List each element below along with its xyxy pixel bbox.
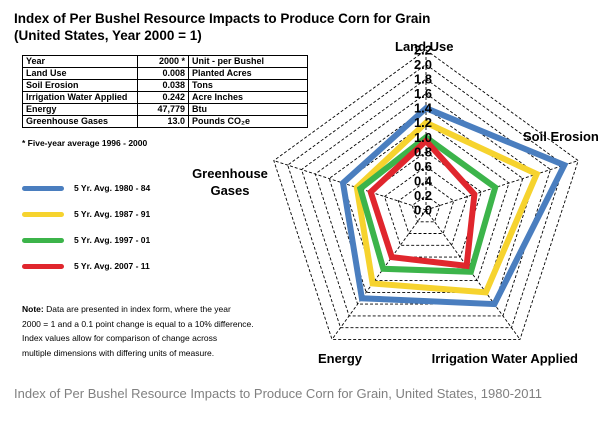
note-line-2: 2000 = 1 and a 0.1 point change is equal… <box>22 318 254 329</box>
chart-note: Note: Data are presented in index form, … <box>22 302 322 360</box>
chart-title: Index of Per Bushel Resource Impacts to … <box>14 10 430 44</box>
axis-label: Greenhouse <box>192 166 268 181</box>
legend-item-2007-11: 5 Yr. Avg. 2007 - 11 <box>22 261 150 271</box>
tick-label: 1.8 <box>414 72 432 87</box>
series-line-2 <box>356 133 499 275</box>
axis-label: Soil Erosion <box>523 129 599 144</box>
grid-ring <box>397 180 455 234</box>
grid-ring <box>300 78 552 317</box>
units-table: Year 2000 * Unit - per Bushel Land Use 0… <box>22 55 308 128</box>
series-line-3 <box>367 136 478 270</box>
tick-label: 0.4 <box>414 173 433 188</box>
grid-ring <box>287 63 565 329</box>
tick-label: 2.0 <box>414 57 432 72</box>
legend-label: 5 Yr. Avg. 1997 - 01 <box>74 235 151 245</box>
axis-label: Energy <box>318 351 363 366</box>
tick-label: 1.0 <box>414 130 432 145</box>
legend-swatch <box>22 185 64 191</box>
legend-item-1980-84: 5 Yr. Avg. 1980 - 84 <box>22 183 150 193</box>
table-row: Greenhouse Gases 13.0 Pounds CO₂e <box>22 115 308 128</box>
grid-ring <box>383 165 469 246</box>
chart-title-line-1: Index of Per Bushel Resource Impacts to … <box>14 11 431 26</box>
legend-label: 5 Yr. Avg. 1987 - 91 <box>74 209 151 219</box>
axis-spoke <box>331 209 427 340</box>
note-line-3: Index values allow for comparison of cha… <box>22 333 218 343</box>
axis-label: Gases <box>210 183 249 198</box>
tick-label: 1.6 <box>414 86 432 101</box>
note-line-4: multiple dimensions with differing units… <box>22 347 215 358</box>
tick-label: 2.2 <box>414 43 432 58</box>
axis-spoke <box>273 160 427 211</box>
table-footnote: * Five-year average 1996 - 2000 <box>22 138 148 148</box>
table-row: Energy 47,779 Btu <box>22 103 308 116</box>
tick-label: 1.4 <box>414 101 433 116</box>
legend-swatch <box>22 211 64 217</box>
chart-title-line-2: (United States, Year 2000 = 1) <box>14 28 202 43</box>
grid-ring <box>411 194 441 223</box>
table-cell: Pounds CO₂e <box>188 115 308 128</box>
units-table-header: Year 2000 * Unit - per Bushel <box>22 55 308 68</box>
note-line-1: Data are presented in index form, where … <box>46 304 231 314</box>
grid-ring <box>273 49 579 340</box>
legend-label: 5 Yr. Avg. 2007 - 11 <box>74 261 150 271</box>
figure-caption: Index of Per Bushel Resource Impacts to … <box>14 386 542 401</box>
tick-label: 1.2 <box>414 115 432 130</box>
legend-label: 5 Yr. Avg. 1980 - 84 <box>74 183 151 193</box>
axis-spoke <box>425 160 579 211</box>
tick-label: 0.0 <box>414 203 432 218</box>
legend-item-1987-91: 5 Yr. Avg. 1987 - 91 <box>22 209 150 219</box>
legend-swatch <box>22 237 64 243</box>
legend-swatch <box>22 263 64 269</box>
note-label: Note: <box>22 304 44 314</box>
tick-label: 0.6 <box>414 159 432 174</box>
axis-label: Irrigation Water Applied <box>432 351 578 366</box>
legend-item-1997-01: 5 Yr. Avg. 1997 - 01 <box>22 235 150 245</box>
axis-spoke <box>425 209 521 340</box>
series-line-1 <box>353 119 541 296</box>
series-line-0 <box>339 104 569 308</box>
table-row: Soil Erosion 0.038 Tons <box>22 79 308 92</box>
axis-label: Land Use <box>395 39 454 54</box>
tick-label: 0.2 <box>414 188 432 203</box>
tick-label: 0.8 <box>414 144 432 159</box>
